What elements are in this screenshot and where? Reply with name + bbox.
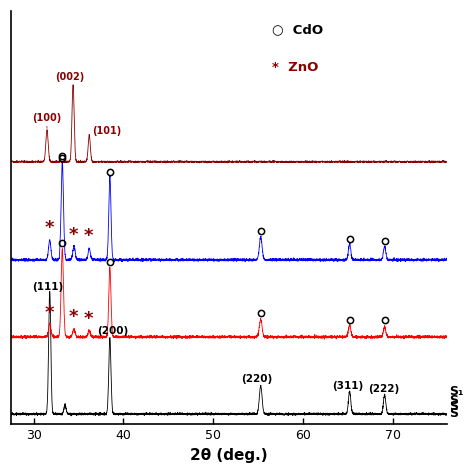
Text: (002): (002): [55, 72, 84, 82]
Text: (222): (222): [368, 384, 400, 394]
Text: (101): (101): [92, 126, 121, 136]
Text: *: *: [69, 226, 78, 244]
X-axis label: 2θ (deg.): 2θ (deg.): [190, 448, 268, 463]
Text: S: S: [449, 394, 458, 407]
Text: *: *: [84, 310, 93, 328]
Text: *: *: [45, 304, 54, 322]
Text: (200): (200): [97, 326, 128, 336]
Text: *: *: [69, 308, 78, 326]
Text: S: S: [449, 400, 458, 413]
Text: S: S: [449, 407, 458, 420]
Text: (311): (311): [333, 382, 364, 392]
Text: (220): (220): [241, 374, 272, 384]
Text: S₁: S₁: [449, 385, 463, 398]
Text: ○  CdO: ○ CdO: [273, 24, 323, 36]
Text: *: *: [45, 219, 54, 237]
Text: *: *: [84, 228, 93, 246]
Text: (111): (111): [32, 282, 63, 292]
Text: (100): (100): [32, 113, 61, 128]
Text: *  ZnO: * ZnO: [273, 61, 319, 74]
